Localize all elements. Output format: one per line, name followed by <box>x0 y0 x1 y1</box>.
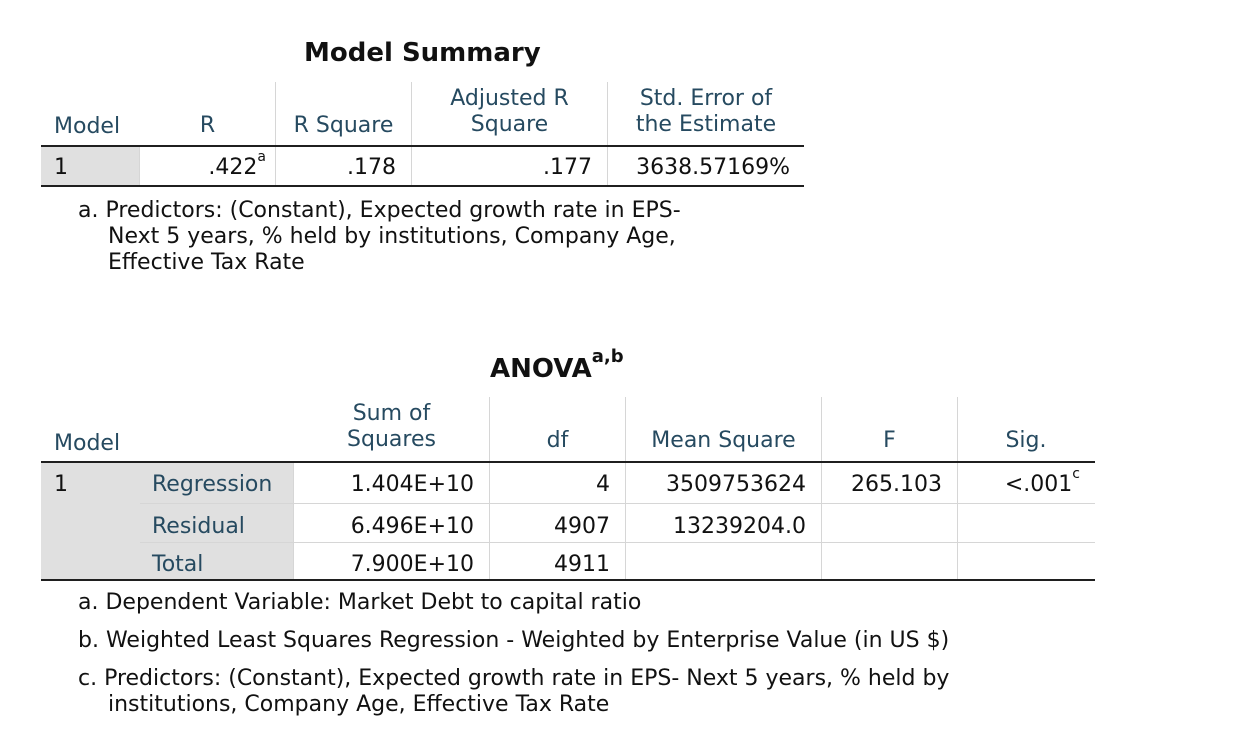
ms-row-r: .422a <box>208 149 266 180</box>
ms-row-std-error: 3638.57169% <box>636 155 790 180</box>
anova-header-f: F <box>883 428 896 453</box>
ms-header-r-square: R Square <box>293 113 394 138</box>
anova-model-cell <box>41 463 294 579</box>
ms-footnote: a. Predictors: (Constant), Expected grow… <box>78 198 681 275</box>
anova-header-model: Model <box>54 431 121 456</box>
anova-title: ANOVAa,b <box>490 346 624 384</box>
anova-header-mean-square: Mean Square <box>651 428 796 453</box>
ms-model-cell <box>41 147 139 185</box>
anova-row-label: Total <box>152 552 204 577</box>
anova-header-sig: Sig. <box>1005 428 1047 453</box>
anova-cell-df: 4 <box>596 472 610 497</box>
anova-cell-f: 265.103 <box>851 472 942 497</box>
ms-r-footnote-sup: a <box>257 149 266 165</box>
anova-cell-mean-square: 3509753624 <box>666 472 806 497</box>
model-summary-title: Model Summary <box>304 38 541 68</box>
ms-header-adjusted-r-square: Adjusted R Square <box>450 86 569 137</box>
anova-cell-mean-square: 13239204.0 <box>673 514 806 539</box>
anova-row-label: Regression <box>152 472 273 497</box>
ms-header-std-error: Std. Error of the Estimate <box>635 86 777 137</box>
ms-header-r: R <box>199 113 216 138</box>
anova-row-label: Residual <box>152 514 245 539</box>
anova-footnote-a: a. Dependent Variable: Market Debt to ca… <box>78 590 642 615</box>
ms-row-model: 1 <box>54 155 68 180</box>
anova-cell-sig: <.001c <box>1004 466 1080 497</box>
anova-model-number: 1 <box>54 472 68 497</box>
anova-cell-sum-sq: 1.404E+10 <box>350 472 474 497</box>
anova-header-df: df <box>546 428 569 453</box>
anova-cell-sum-sq: 7.900E+10 <box>350 552 474 577</box>
ms-header-model: Model <box>54 114 121 139</box>
anova-header-sum-of-squares: Sum of Squares <box>347 401 436 452</box>
anova-cell-sum-sq: 6.496E+10 <box>350 514 474 539</box>
anova-sig-footnote-sup: c <box>1072 466 1080 482</box>
anova-footnote-c: c. Predictors: (Constant), Expected grow… <box>78 666 950 717</box>
anova-cell-df: 4907 <box>554 514 610 539</box>
anova-footnote-b: b. Weighted Least Squares Regression - W… <box>78 628 950 653</box>
ms-row-adj-r-square: .177 <box>543 155 592 180</box>
ms-row-r-square: .178 <box>347 155 396 180</box>
anova-cell-df: 4911 <box>554 552 610 577</box>
